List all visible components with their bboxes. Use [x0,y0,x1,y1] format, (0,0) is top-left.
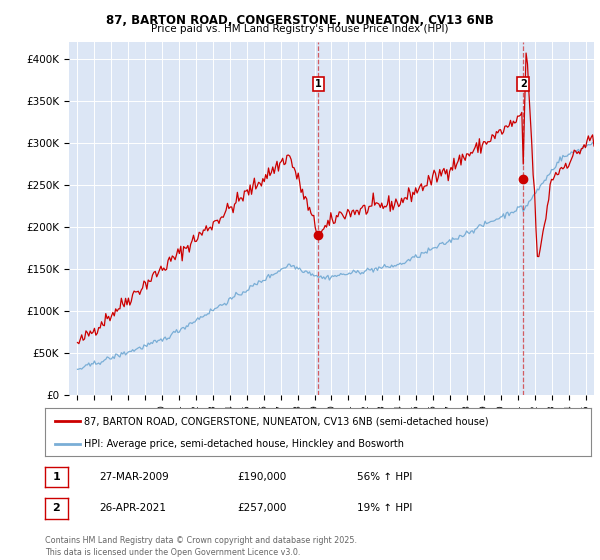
Text: 2: 2 [53,503,60,514]
Text: 87, BARTON ROAD, CONGERSTONE, NUNEATON, CV13 6NB: 87, BARTON ROAD, CONGERSTONE, NUNEATON, … [106,14,494,27]
Text: 2: 2 [520,79,527,89]
Text: HPI: Average price, semi-detached house, Hinckley and Bosworth: HPI: Average price, semi-detached house,… [85,438,404,449]
Text: 26-APR-2021: 26-APR-2021 [99,503,166,514]
Text: Price paid vs. HM Land Registry's House Price Index (HPI): Price paid vs. HM Land Registry's House … [151,24,449,34]
Text: 1: 1 [53,472,60,482]
Text: 56% ↑ HPI: 56% ↑ HPI [357,472,412,482]
Text: £257,000: £257,000 [237,503,286,514]
Text: Contains HM Land Registry data © Crown copyright and database right 2025.
This d: Contains HM Land Registry data © Crown c… [45,536,357,557]
Text: 19% ↑ HPI: 19% ↑ HPI [357,503,412,514]
Text: 1: 1 [315,79,322,89]
Text: £190,000: £190,000 [237,472,286,482]
Text: 87, BARTON ROAD, CONGERSTONE, NUNEATON, CV13 6NB (semi-detached house): 87, BARTON ROAD, CONGERSTONE, NUNEATON, … [85,416,489,426]
Text: 27-MAR-2009: 27-MAR-2009 [99,472,169,482]
